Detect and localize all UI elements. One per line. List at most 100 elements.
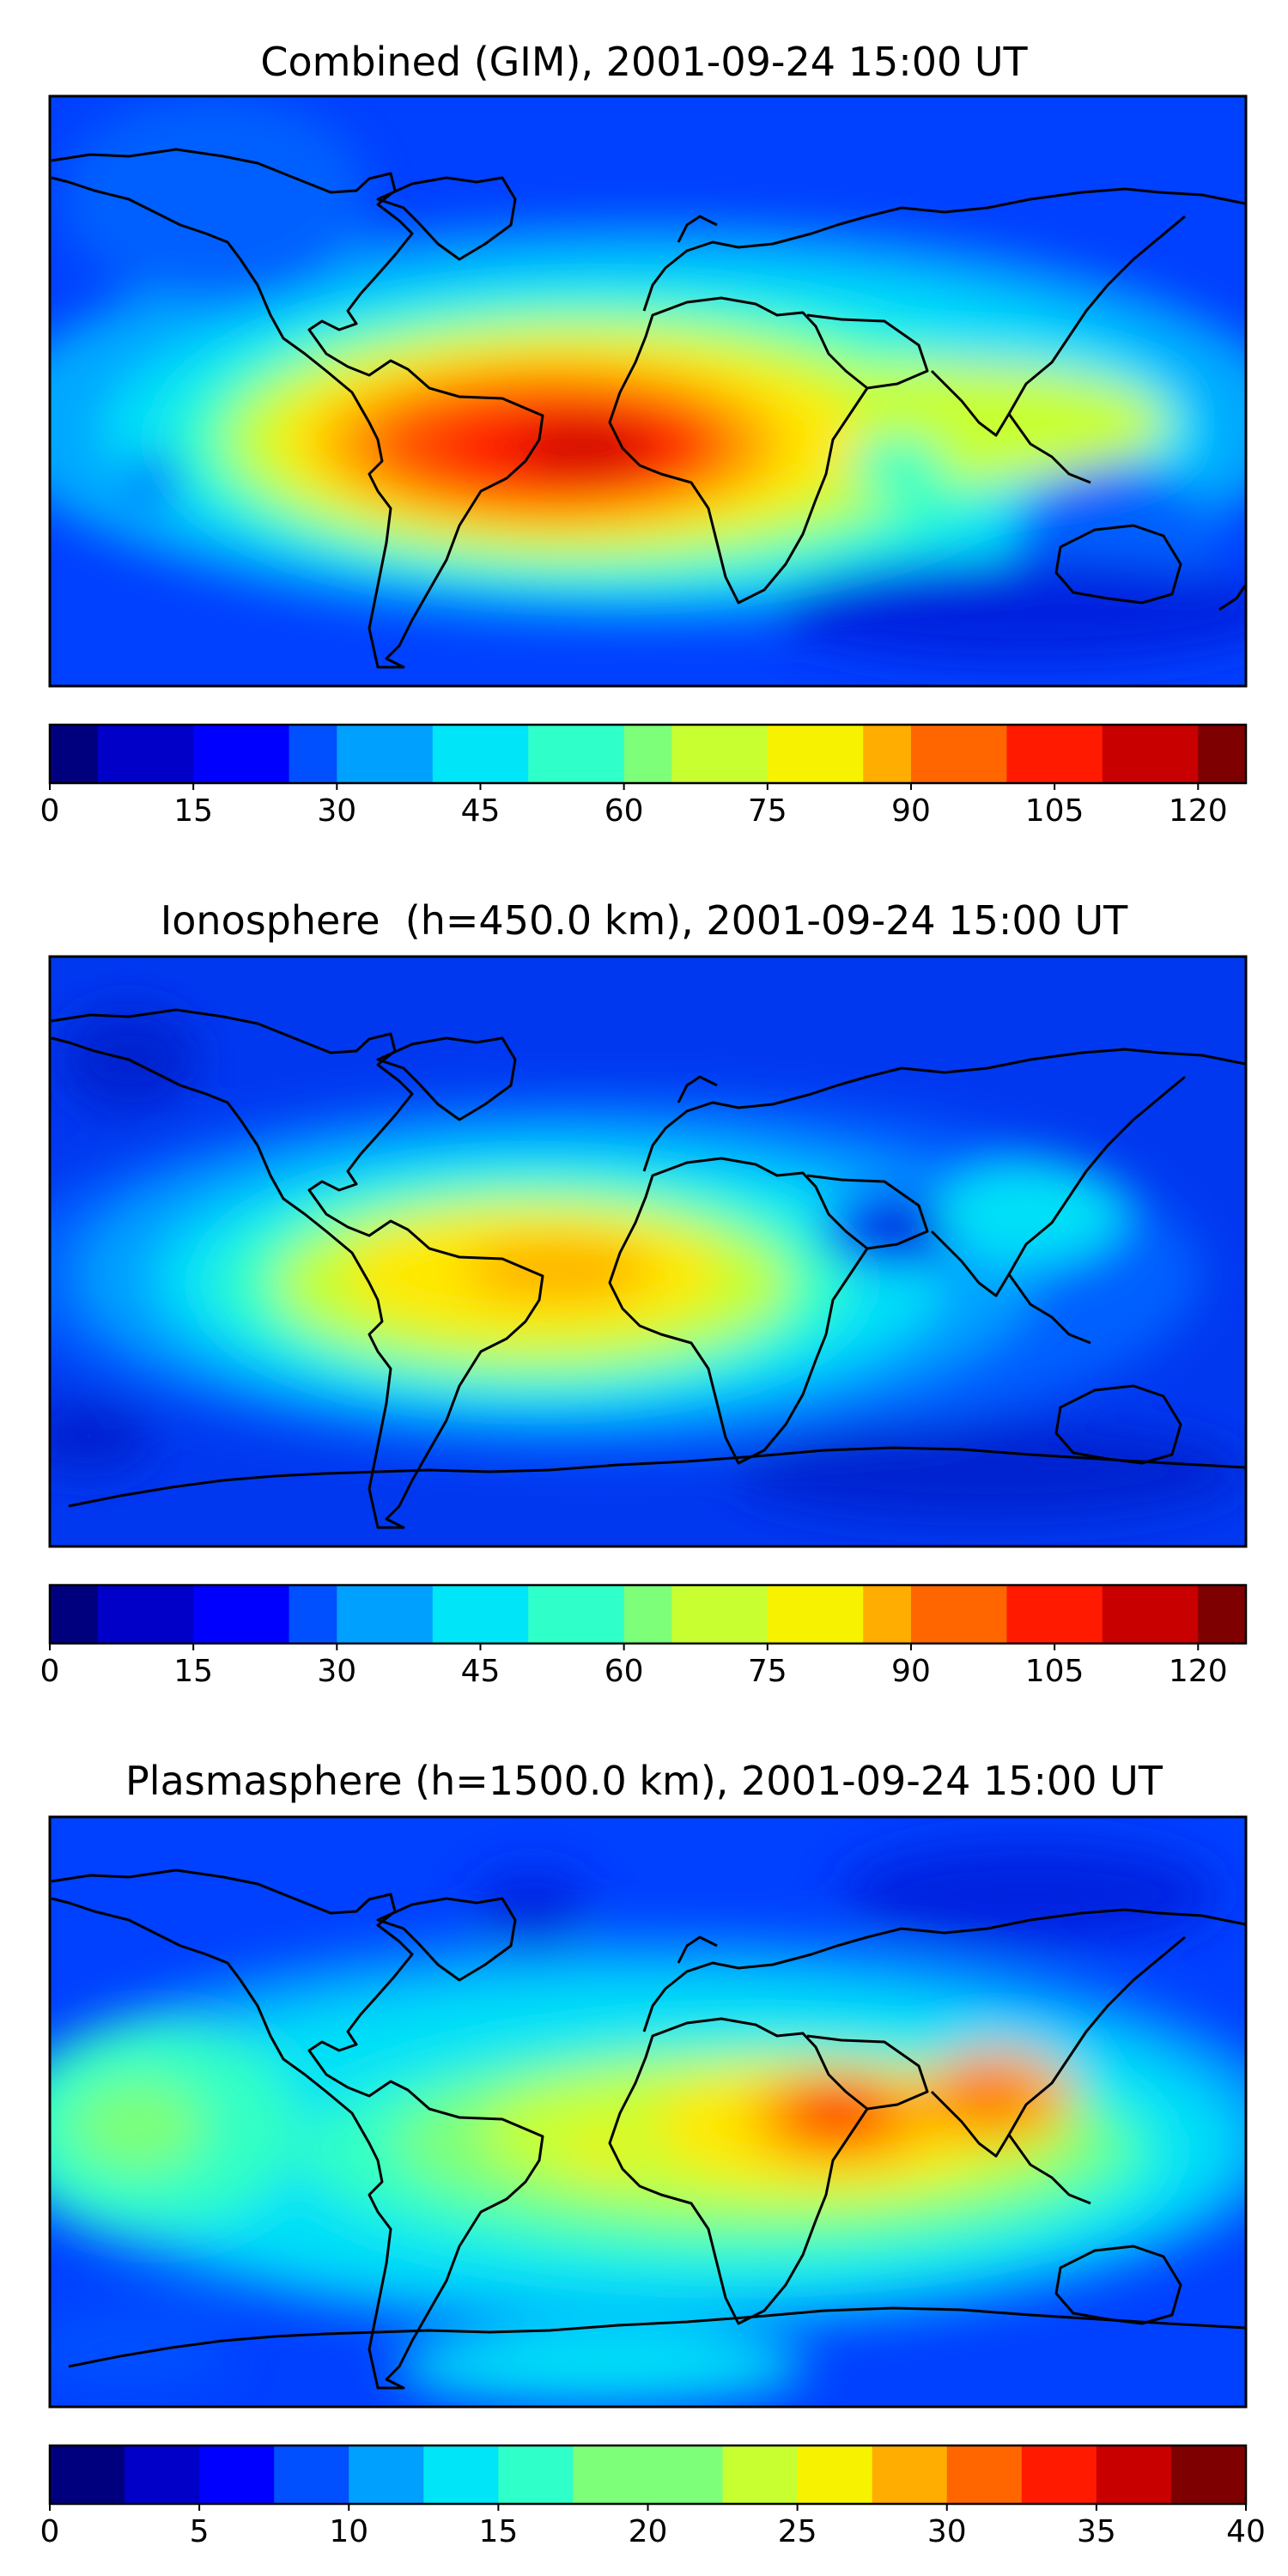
colorbar-segment <box>528 725 577 783</box>
colorbar-tick-label: 105 <box>1025 1654 1084 1689</box>
colorbar-segment <box>432 1585 482 1643</box>
colorbar-frame <box>48 1583 1248 1645</box>
chart-title: Plasmasphere (h=1500.0 km), 2001-09-24 1… <box>125 1758 1163 1804</box>
colorbar-segment <box>767 725 817 783</box>
colorbar-frame <box>48 723 1248 785</box>
coastlines <box>51 1008 1246 1529</box>
colorbar-segment <box>1150 1585 1199 1643</box>
colorbar-tick-label: 75 <box>748 1654 787 1689</box>
colorbar-segment <box>958 1585 1007 1643</box>
colorbar-segment <box>1096 2445 1172 2504</box>
colorbar-segment <box>815 1585 864 1643</box>
colorbar-segment <box>199 2445 275 2504</box>
colorbar-segment <box>1198 725 1247 783</box>
map-plot <box>48 955 1248 1548</box>
colorbar-segment <box>337 1585 386 1643</box>
colorbar-tick-label: 60 <box>605 793 644 829</box>
colorbar-segment <box>872 2445 948 2504</box>
colorbar: 0 5 10 15 20 25 30 35 40 <box>40 2444 1266 2549</box>
colorbar: 0 15 30 45 60 75 90 105 120 <box>40 723 1248 829</box>
colorbar: 0 15 30 45 60 75 90 105 120 <box>40 1583 1248 1689</box>
colorbar-tick-label: 60 <box>605 1654 644 1689</box>
colorbar-segment <box>815 725 864 783</box>
colorbar-segment <box>797 2445 873 2504</box>
colorbar-segment <box>528 1585 577 1643</box>
colorbar-segment <box>193 1585 242 1643</box>
colorbar-segment <box>423 2445 499 2504</box>
colorbar-tick-label: 30 <box>927 2514 967 2549</box>
colorbar-segment <box>498 2445 574 2504</box>
colorbar-segment <box>1198 1585 1247 1643</box>
colorbar-segment <box>910 725 960 783</box>
coastlines <box>51 148 1246 669</box>
colorbar-segment <box>575 1585 625 1643</box>
colorbar-segment <box>125 2445 200 2504</box>
colorbar-segment <box>722 2445 799 2504</box>
colorbar-segment <box>863 725 912 783</box>
colorbar-tick-label: 10 <box>329 2514 368 2549</box>
colorbar-segment <box>480 1585 529 1643</box>
colorbar-tick-label: 5 <box>190 2514 210 2549</box>
colorbar-segment <box>1102 725 1151 783</box>
chart-title: Combined (GIM), 2001-09-24 15:00 UT <box>260 39 1028 85</box>
colorbar-segment <box>573 2445 649 2504</box>
colorbar-tick-label: 90 <box>891 1654 931 1689</box>
colorbar-segment <box>958 725 1007 783</box>
colorbar-segment <box>767 1585 817 1643</box>
colorbar-segment <box>623 725 672 783</box>
colorbar-segment <box>575 725 625 783</box>
map-plot <box>48 94 1248 688</box>
colorbar-segment <box>97 725 147 783</box>
colorbar-tick-label: 35 <box>1077 2514 1116 2549</box>
colorbar-segment <box>385 725 434 783</box>
colorbar-tick-label: 0 <box>40 2514 60 2549</box>
colorbar-segment <box>1054 725 1103 783</box>
colorbar-segment <box>50 725 99 783</box>
colorbar-tick-label: 45 <box>461 793 501 829</box>
colorbar-tick-label: 20 <box>629 2514 668 2549</box>
colorbar-tick-label: 105 <box>1025 793 1084 829</box>
colorbar-segment <box>240 725 290 783</box>
colorbar-segment <box>480 725 529 783</box>
colorbar-segment <box>349 2445 424 2504</box>
colorbar-segment <box>647 2445 724 2504</box>
colorbar-tick-label: 75 <box>748 793 787 829</box>
colorbar-segment <box>289 1585 337 1643</box>
colorbar-segment <box>385 1585 434 1643</box>
colorbar-segment <box>1150 725 1199 783</box>
colorbar-tick-label: 40 <box>1226 2514 1266 2549</box>
colorbar-segment <box>97 1585 147 1643</box>
colorbar-segment <box>1102 1585 1151 1643</box>
chart-title: Ionosphere (h=450.0 km), 2001-09-24 15:0… <box>160 897 1128 944</box>
colorbar-tick-label: 90 <box>891 793 931 829</box>
colorbar-segment <box>274 2445 349 2504</box>
colorbar-segment <box>145 725 194 783</box>
colorbar-segment <box>910 1585 960 1643</box>
colorbar-tick-label: 15 <box>173 793 213 829</box>
colorbar-tick-label: 120 <box>1169 1654 1228 1689</box>
colorbar-segment <box>289 725 337 783</box>
colorbar-segment <box>50 2445 125 2504</box>
colorbar-tick-label: 30 <box>317 1654 356 1689</box>
colorbar-tick-label: 25 <box>778 2514 817 2549</box>
colorbar-tick-label: 0 <box>40 1654 60 1689</box>
colorbar-segment <box>720 725 769 783</box>
colorbar-segment <box>1170 2445 1247 2504</box>
colorbar-segment <box>671 1585 720 1643</box>
colorbar-segment <box>240 1585 290 1643</box>
colorbar-segment <box>50 1585 99 1643</box>
colorbar-segment <box>1006 725 1055 783</box>
colorbar-segment <box>863 1585 912 1643</box>
colorbar-tick-label: 30 <box>317 793 356 829</box>
colorbar-segment <box>145 1585 194 1643</box>
colorbar-segment <box>1054 1585 1103 1643</box>
colorbar-segment <box>337 725 386 783</box>
colorbar-tick-label: 120 <box>1169 793 1228 829</box>
colorbar-segment <box>946 2445 1023 2504</box>
colorbar-segment <box>623 1585 672 1643</box>
colorbar-segment <box>1021 2445 1097 2504</box>
coastlines <box>51 1868 1246 2390</box>
colorbar-tick-label: 15 <box>173 1654 213 1689</box>
colorbar-segment <box>671 725 720 783</box>
colorbar-segment <box>1006 1585 1055 1643</box>
